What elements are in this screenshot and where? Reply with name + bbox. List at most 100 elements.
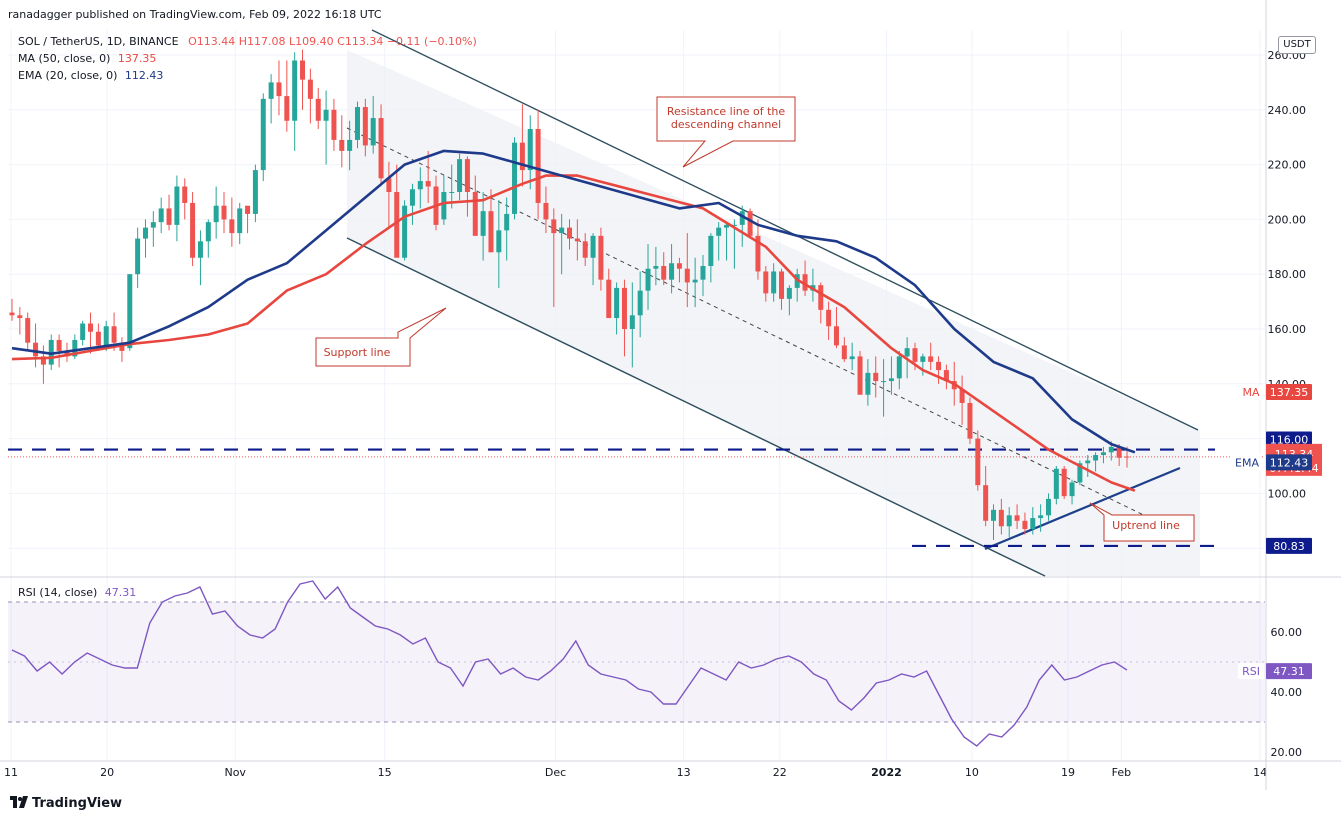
candle-body (402, 205, 408, 258)
x-tick-label: 19 (1061, 766, 1075, 779)
candle-body (339, 139, 345, 151)
candle-body (347, 139, 353, 151)
candle-body (331, 109, 337, 140)
resistance-price-tag: 116.00 (1270, 434, 1309, 447)
rsi-tick-label: 40.00 (1271, 686, 1303, 699)
candle-body (150, 222, 156, 228)
candle-body (56, 339, 62, 351)
resistance-callout-text: descending channel (671, 118, 781, 131)
candle-body (535, 128, 541, 203)
candle-body (1085, 460, 1091, 464)
rsi-tag-bg (1238, 663, 1264, 680)
x-tick-label: 11 (4, 766, 18, 779)
low-value: 109.40 (295, 35, 334, 48)
y-tick-label: 160.00 (1268, 323, 1307, 336)
candle-body (417, 181, 423, 190)
candle-body (833, 326, 839, 346)
candle-body (80, 323, 86, 340)
candle-body (1100, 452, 1106, 456)
candle-body (849, 356, 855, 360)
resistance-callout-box (656, 96, 796, 168)
candle-body (111, 326, 117, 343)
candle-body (276, 82, 282, 97)
ema-label: EMA (20, close, 0) (18, 69, 118, 82)
candle-body (771, 271, 777, 294)
candle-body (260, 98, 266, 171)
candle-body (174, 186, 180, 225)
ma-value: 137.35 (117, 52, 157, 65)
candle-body (786, 287, 792, 299)
candle-body (676, 263, 682, 269)
candle-body (669, 263, 675, 280)
x-tick-label: 20 (100, 766, 114, 779)
candle-body (896, 356, 902, 379)
candle-body (881, 381, 887, 383)
candle-body (48, 339, 54, 365)
resistance-line (371, 29, 1199, 431)
candle-body (936, 361, 942, 371)
candle-body (621, 287, 627, 329)
rsi-price-tag: 47.31 (1273, 665, 1305, 678)
y-tick-label: 100.00 (1268, 487, 1307, 500)
candle-body (182, 186, 188, 203)
open-value: 113.44 (196, 35, 236, 48)
candle-body (472, 192, 478, 236)
candle-body (543, 202, 549, 220)
x-tick-label: 13 (677, 766, 691, 779)
x-tick-label: Nov (224, 766, 246, 779)
horizontal-levels (8, 448, 1265, 548)
candle-body (888, 378, 894, 382)
candle-body (504, 213, 510, 231)
candle-body (127, 274, 133, 349)
ma-tag-bg (1238, 384, 1264, 401)
candle-body (496, 230, 502, 253)
candle-body (802, 274, 808, 291)
candle-body (991, 509, 997, 521)
symbol-legend: SOL / TetherUS, 1D, BINANCE O113.44 H117… (18, 35, 477, 48)
candle-body (629, 315, 635, 329)
candle-body (975, 438, 981, 486)
brand-name: TradingView (32, 796, 123, 811)
currency-selector[interactable]: USDT (1278, 36, 1316, 54)
ema-price-tag-bg (1266, 454, 1312, 471)
x-tick-label: 10 (965, 766, 979, 779)
candle-body (574, 238, 580, 242)
candle-body (95, 331, 101, 346)
candle-body (245, 205, 251, 214)
resistance-price-tag-bg (1266, 431, 1312, 448)
candle-body (354, 107, 360, 140)
y-tick-label: 200.00 (1268, 213, 1307, 226)
ma-price-tag: 137.35 (1270, 386, 1309, 399)
candle-body (912, 348, 918, 362)
symbol-name: SOL / TetherUS, 1D, BINANCE (18, 35, 179, 48)
candle-body (480, 211, 486, 236)
candle-body (1014, 515, 1020, 521)
support-line (346, 237, 1046, 577)
candle-body (983, 485, 989, 521)
candle-body (1124, 456, 1130, 458)
candle-body (103, 326, 109, 346)
candle-body (567, 227, 572, 239)
candle-body (409, 189, 415, 206)
axes: 80.00100.00120.00140.00160.00180.00200.0… (0, 0, 1341, 790)
candle-body (40, 356, 46, 365)
uptrend-callout-box (1089, 502, 1195, 542)
candle-body (747, 211, 753, 236)
candle-body (9, 312, 15, 316)
x-tick-label: 15 (378, 766, 392, 779)
candle-body (998, 509, 1004, 527)
rsi-band (8, 602, 1265, 722)
candle-body (1030, 518, 1036, 530)
candle-body (378, 118, 384, 179)
candle-body (865, 372, 871, 395)
candle-body (142, 227, 148, 239)
tradingview-logo[interactable]: TradingView (10, 796, 122, 811)
candle-body (943, 370, 949, 382)
candle-body (1022, 520, 1028, 530)
ema-legend: EMA (20, close, 0) 112.43 (18, 69, 163, 82)
candle-body (1077, 463, 1083, 483)
high-value: 117.08 (247, 35, 286, 48)
candle-body (1093, 455, 1099, 461)
